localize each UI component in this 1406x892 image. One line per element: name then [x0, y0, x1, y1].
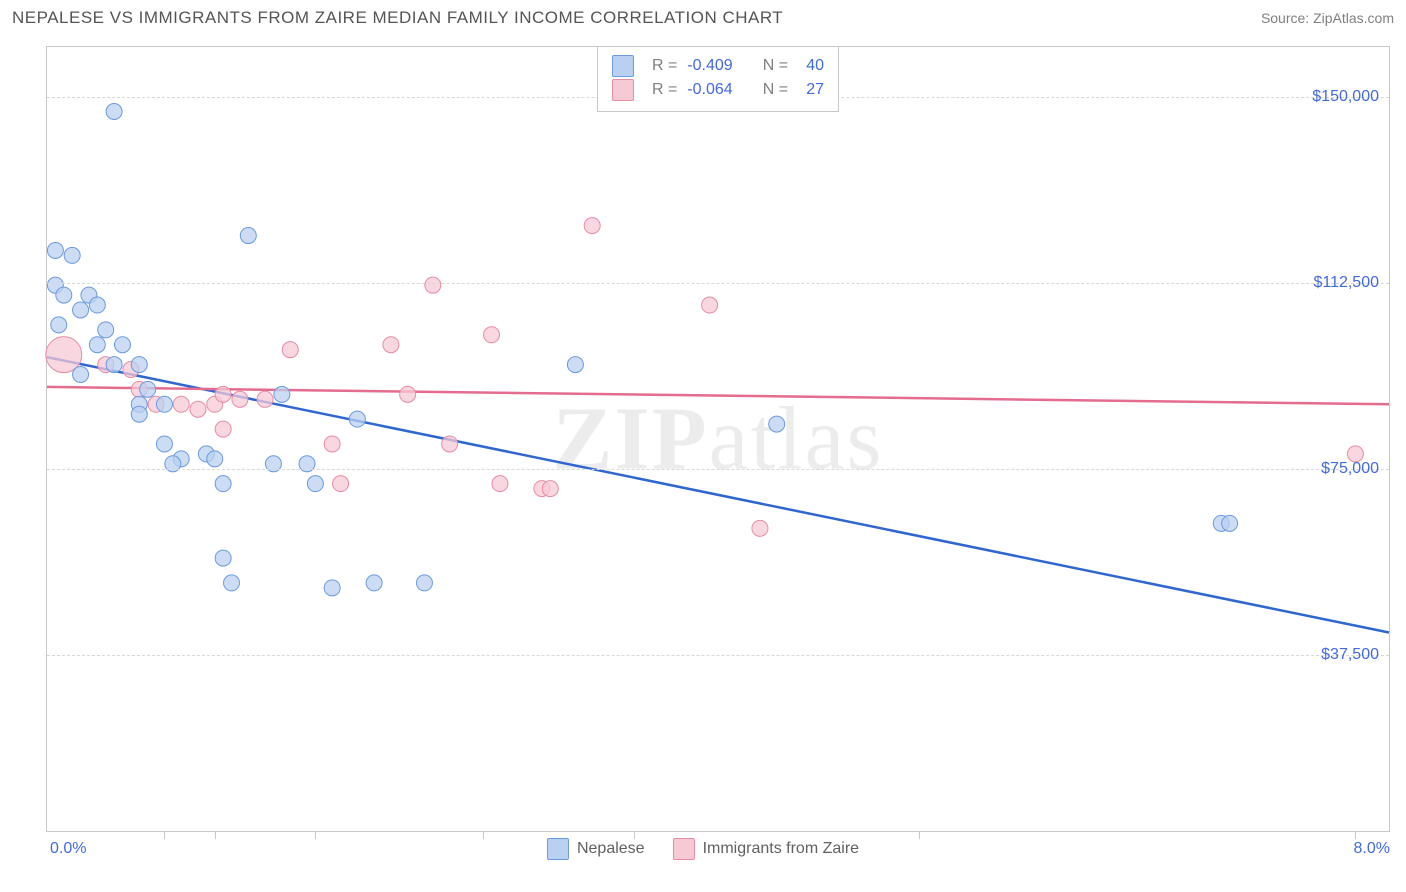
data-point — [702, 297, 718, 313]
legend-item: Immigrants from Zaire — [673, 838, 859, 860]
data-point — [232, 391, 248, 407]
r-label: R = — [652, 81, 677, 99]
source-label: Source: ZipAtlas.com — [1261, 10, 1394, 26]
series-legend: Nepalese Immigrants from Zaire — [547, 838, 859, 860]
correlation-legend-row: R = -0.409 N = 40 — [612, 55, 824, 77]
data-point — [47, 242, 63, 258]
y-tick-label: $112,500 — [1313, 274, 1379, 292]
data-point — [215, 550, 231, 566]
data-point — [89, 337, 105, 353]
legend-swatch — [612, 79, 634, 101]
data-point — [131, 357, 147, 373]
data-point — [324, 436, 340, 452]
r-value: -0.064 — [687, 81, 732, 99]
data-point — [484, 327, 500, 343]
y-tick-label: $37,500 — [1321, 646, 1379, 664]
scatter-plot — [47, 47, 1389, 831]
data-point — [156, 396, 172, 412]
r-label: R = — [652, 57, 677, 75]
legend-swatch — [547, 838, 569, 860]
data-point — [131, 406, 147, 422]
n-label: N = — [763, 81, 788, 99]
y-tick-label: $75,000 — [1321, 460, 1379, 478]
data-point — [89, 297, 105, 313]
data-point — [366, 575, 382, 591]
data-point — [752, 520, 768, 536]
x-tick — [215, 831, 216, 839]
regression-line — [47, 387, 1389, 404]
data-point — [224, 575, 240, 591]
data-point — [442, 436, 458, 452]
data-point — [173, 396, 189, 412]
data-point — [140, 381, 156, 397]
x-tick — [483, 831, 484, 839]
x-axis-max-label: 8.0% — [1354, 840, 1390, 858]
data-point — [73, 366, 89, 382]
gridline — [47, 469, 1389, 470]
x-tick — [315, 831, 316, 839]
data-point — [240, 228, 256, 244]
data-point — [215, 386, 231, 402]
data-point — [207, 451, 223, 467]
data-point — [324, 580, 340, 596]
legend-item: Nepalese — [547, 838, 645, 860]
data-point — [114, 337, 130, 353]
data-point — [542, 481, 558, 497]
data-point — [349, 411, 365, 427]
data-point — [274, 386, 290, 402]
data-point — [584, 218, 600, 234]
data-point — [416, 575, 432, 591]
n-value: 40 — [798, 57, 824, 75]
chart-area: R =-0.409N =40R =-0.064N =27 ZIPatlas $3… — [46, 46, 1390, 832]
data-point — [492, 476, 508, 492]
data-point — [1222, 515, 1238, 531]
data-point — [400, 386, 416, 402]
x-tick — [919, 831, 920, 839]
n-label: N = — [763, 57, 788, 75]
x-tick — [164, 831, 165, 839]
r-value: -0.409 — [687, 57, 732, 75]
data-point — [567, 357, 583, 373]
y-tick-label: $150,000 — [1312, 88, 1379, 106]
gridline — [47, 655, 1389, 656]
data-point — [257, 391, 273, 407]
data-point — [215, 476, 231, 492]
gridline — [47, 283, 1389, 284]
n-value: 27 — [798, 81, 824, 99]
chart-title: NEPALESE VS IMMIGRANTS FROM ZAIRE MEDIAN… — [12, 8, 783, 28]
x-tick — [1355, 831, 1356, 839]
data-point — [73, 302, 89, 318]
data-point — [56, 287, 72, 303]
x-axis-min-label: 0.0% — [50, 840, 86, 858]
data-point — [333, 476, 349, 492]
correlation-legend: R = -0.409 N = 40 R = -0.064 N = 27 — [597, 47, 839, 112]
data-point — [307, 476, 323, 492]
correlation-legend-row: R = -0.064 N = 27 — [612, 79, 824, 101]
data-point — [190, 401, 206, 417]
data-point — [51, 317, 67, 333]
legend-label: Immigrants from Zaire — [703, 840, 859, 857]
data-point — [98, 322, 114, 338]
data-point — [425, 277, 441, 293]
legend-swatch — [673, 838, 695, 860]
legend-label: Nepalese — [577, 840, 645, 857]
data-point — [106, 357, 122, 373]
data-point — [215, 421, 231, 437]
data-point — [156, 436, 172, 452]
data-point — [282, 342, 298, 358]
data-point — [383, 337, 399, 353]
data-point — [769, 416, 785, 432]
data-point — [64, 247, 80, 263]
legend-swatch — [612, 55, 634, 77]
data-point — [106, 104, 122, 120]
